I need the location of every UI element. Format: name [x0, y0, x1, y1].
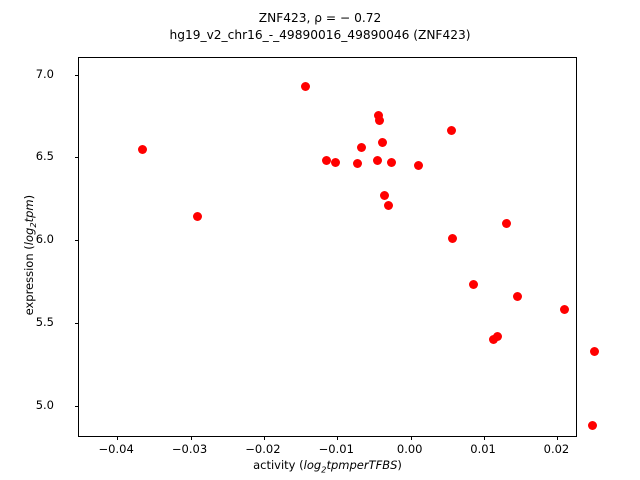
y-axis-title-base: log	[21, 227, 36, 246]
data-point	[377, 137, 387, 147]
data-point	[560, 305, 570, 315]
x-tick	[190, 436, 192, 440]
data-point	[301, 81, 311, 91]
plot-axes	[75, 57, 599, 440]
x-axis-title-prefix: activity (	[253, 458, 304, 472]
data-point	[379, 190, 389, 200]
x-ticklabel: 0.02	[543, 442, 570, 456]
x-tick	[337, 436, 339, 440]
x-ticklabel: −0.02	[245, 442, 281, 456]
y-ticklabel: 6.5	[35, 149, 54, 164]
data-point	[384, 200, 394, 210]
x-ticklabel: −0.01	[318, 442, 354, 456]
data-point	[589, 346, 599, 356]
x-tick	[557, 436, 559, 440]
y-axis-title-rest: tpm	[21, 199, 36, 223]
x-ticklabel: −0.04	[98, 442, 134, 456]
x-tick	[117, 436, 119, 440]
y-tick	[75, 322, 79, 324]
y-axis-title: expression (log2tpm)	[22, 65, 38, 445]
x-ticklabel: −0.03	[171, 442, 208, 456]
data-point	[387, 157, 397, 167]
x-axis-title-rest: tpmperTFBS	[326, 458, 398, 472]
x-axis-title-base: log	[303, 458, 322, 472]
x-axis-title: activity (log2tpmperTFBS)	[78, 458, 577, 474]
x-tick	[263, 436, 265, 440]
y-axis-title-suffix: )	[21, 194, 36, 200]
data-point	[468, 280, 478, 290]
y-tick	[75, 157, 79, 159]
y-tick	[75, 74, 79, 76]
data-point	[448, 233, 458, 243]
data-point	[588, 421, 598, 431]
x-axis-title-suffix: )	[397, 458, 402, 472]
data-point	[447, 126, 457, 136]
data-point	[192, 212, 202, 222]
data-point	[331, 157, 341, 167]
data-point	[414, 161, 424, 171]
data-point	[501, 219, 511, 229]
data-point	[321, 156, 331, 166]
x-ticklabel: 0.01	[470, 442, 496, 456]
chart-title: ZNF423, ρ = − 0.72 hg19_v2_chr16_-_49890…	[0, 10, 640, 44]
y-ticklabel: 5.5	[35, 314, 54, 329]
data-point	[492, 331, 502, 341]
data-point	[353, 159, 363, 169]
data-point	[357, 142, 367, 152]
y-ticklabel: 5.0	[35, 397, 54, 412]
y-ticklabel: 7.0	[35, 66, 54, 81]
chart-title-line-2: hg19_v2_chr16_-_49890016_49890046 (ZNF42…	[169, 28, 471, 42]
y-axis-title-sub: 2	[28, 222, 39, 228]
data-point	[137, 144, 147, 154]
data-point	[373, 111, 383, 121]
x-ticklabel: 0.00	[396, 442, 423, 456]
data-point	[512, 291, 522, 301]
x-tick	[410, 436, 412, 440]
data-point	[375, 116, 385, 126]
y-axis-title-prefix: expression (	[21, 245, 36, 316]
y-tick	[75, 240, 79, 242]
y-tick	[75, 405, 79, 407]
y-ticklabel: 6.0	[35, 232, 54, 247]
x-tick	[484, 436, 486, 440]
chart-title-line-1: ZNF423, ρ = − 0.72	[258, 11, 382, 25]
data-point	[373, 156, 383, 166]
x-axis-title-sub: 2	[321, 464, 327, 475]
